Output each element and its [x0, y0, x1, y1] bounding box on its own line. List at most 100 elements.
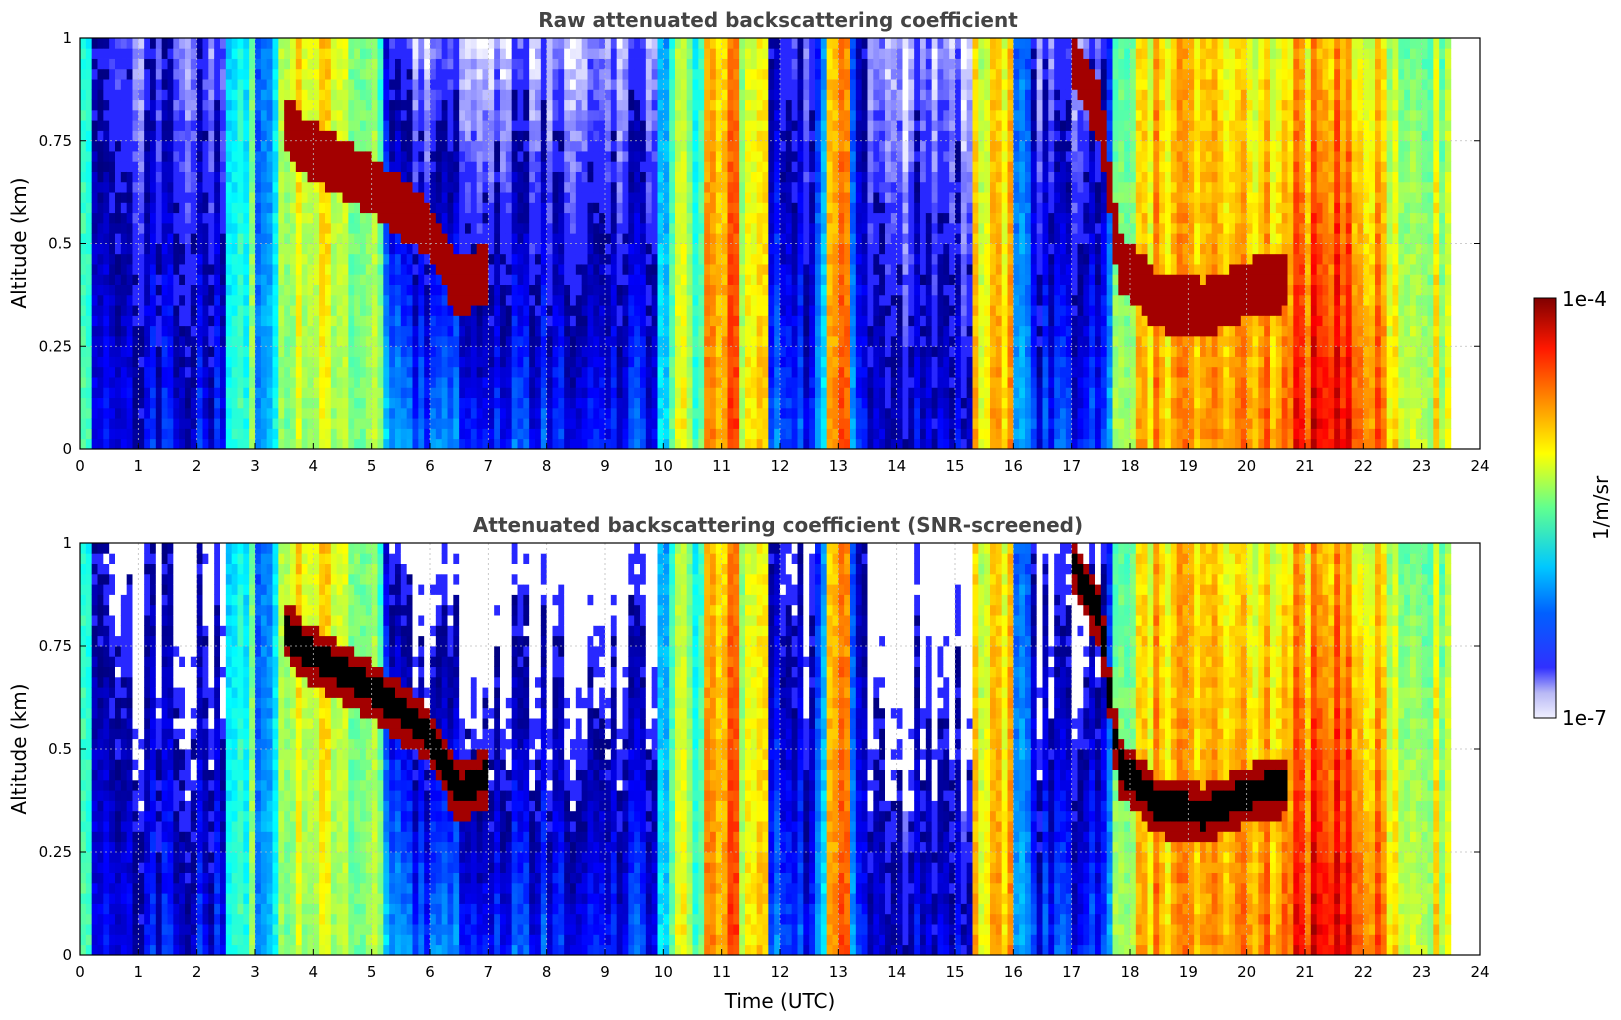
- heatmap-cell: [517, 438, 524, 450]
- heatmap-cell: [727, 346, 734, 357]
- heatmap-cell: [564, 222, 571, 234]
- heatmap-cell: [599, 387, 606, 399]
- heatmap-cell: [535, 171, 542, 183]
- heatmap-cell: [91, 325, 98, 337]
- heatmap-cell: [774, 315, 781, 327]
- heatmap-cell: [389, 120, 396, 131]
- heatmap-cell: [103, 130, 110, 142]
- heatmap-cell: [657, 387, 664, 399]
- heatmap-cell: [354, 192, 361, 203]
- heatmap-cell: [406, 397, 413, 409]
- heatmap-cell: [225, 305, 233, 316]
- heatmap-cell: [587, 274, 594, 285]
- heatmap-cell: [115, 99, 122, 111]
- heatmap-cell: [336, 377, 343, 388]
- heatmap-cell: [669, 109, 676, 121]
- heatmap-cell: [540, 58, 548, 70]
- heatmap-cell: [103, 387, 110, 399]
- heatmap-cell: [470, 212, 478, 224]
- heatmap-cell: [710, 233, 717, 244]
- heatmap-cell: [686, 202, 693, 214]
- heatmap-cell: [97, 140, 104, 152]
- heatmap-cell: [225, 356, 233, 368]
- heatmap-cell: [745, 109, 752, 121]
- heatmap-cell: [225, 140, 233, 152]
- heatmap-cell: [669, 38, 676, 49]
- heatmap-cell: [657, 38, 664, 49]
- heatmap-cell: [290, 284, 297, 296]
- heatmap-cell: [231, 377, 238, 388]
- heatmap-cell: [441, 38, 448, 49]
- heatmap-cell: [616, 377, 623, 388]
- heatmap-cell: [785, 38, 793, 49]
- heatmap-cell: [663, 48, 670, 59]
- heatmap-cell: [651, 68, 658, 80]
- heatmap-cell: [739, 387, 746, 399]
- heatmap-cell: [476, 140, 483, 152]
- heatmap-cell: [441, 233, 448, 244]
- heatmap-cell: [692, 89, 699, 101]
- heatmap-cell: [255, 428, 262, 440]
- heatmap-cell: [365, 192, 373, 203]
- heatmap-cell: [739, 366, 746, 378]
- heatmap-cell: [505, 284, 513, 296]
- heatmap-cell: [739, 428, 746, 440]
- heatmap-cell: [389, 109, 396, 121]
- heatmap-cell: [470, 243, 478, 255]
- heatmap-cell: [295, 294, 303, 306]
- heatmap-cell: [535, 284, 542, 296]
- heatmap-cell: [593, 202, 600, 214]
- heatmap-cell: [616, 130, 623, 142]
- heatmap-cell: [721, 89, 728, 101]
- heatmap-cell: [640, 99, 647, 111]
- heatmap-cell: [494, 140, 501, 152]
- heatmap-cell: [465, 335, 472, 347]
- heatmap-cell: [785, 140, 793, 152]
- heatmap-cell: [418, 438, 425, 450]
- heatmap-cell: [295, 140, 303, 152]
- heatmap-cell: [208, 38, 215, 49]
- heatmap-cell: [727, 161, 734, 172]
- heatmap-cell: [482, 397, 489, 409]
- heatmap-cell: [698, 120, 705, 131]
- heatmap-cell: [640, 253, 647, 265]
- heatmap-cell: [424, 212, 431, 224]
- heatmap-cell: [80, 212, 87, 224]
- heatmap-cell: [424, 407, 431, 419]
- heatmap-cell: [406, 418, 413, 429]
- heatmap-cell: [395, 253, 402, 265]
- heatmap-cell: [325, 140, 332, 152]
- heatmap-cell: [535, 366, 542, 378]
- heatmap-cell: [692, 325, 699, 337]
- heatmap-cell: [797, 120, 804, 131]
- heatmap-cell: [517, 120, 524, 131]
- heatmap-cell: [266, 181, 273, 193]
- heatmap-cell: [675, 366, 682, 378]
- heatmap-cell: [768, 305, 775, 316]
- heatmap-cell: [564, 284, 571, 296]
- heatmap-cell: [430, 407, 437, 419]
- heatmap-cell: [249, 418, 256, 429]
- heatmap-cell: [150, 120, 157, 131]
- heatmap-cell: [593, 387, 600, 399]
- heatmap-cell: [645, 171, 653, 183]
- heatmap-cell: [675, 222, 682, 234]
- heatmap-cell: [797, 253, 804, 265]
- heatmap-cell: [441, 171, 448, 183]
- heatmap-cell: [634, 294, 641, 306]
- heatmap-cell: [336, 438, 343, 450]
- heatmap-cell: [680, 264, 688, 275]
- heatmap-cell: [669, 212, 676, 224]
- heatmap-cell: [115, 284, 122, 296]
- heatmap-cell: [692, 315, 699, 327]
- heatmap-cell: [365, 253, 373, 265]
- heatmap-cell: [144, 233, 151, 244]
- heatmap-cell: [400, 366, 408, 378]
- heatmap-cell: [494, 315, 501, 327]
- heatmap-cell: [686, 335, 693, 347]
- heatmap-cell: [430, 346, 437, 357]
- heatmap-cell: [441, 161, 448, 172]
- heatmap-cell: [622, 356, 629, 368]
- heatmap-cell: [260, 335, 268, 347]
- heatmap-cell: [593, 222, 600, 234]
